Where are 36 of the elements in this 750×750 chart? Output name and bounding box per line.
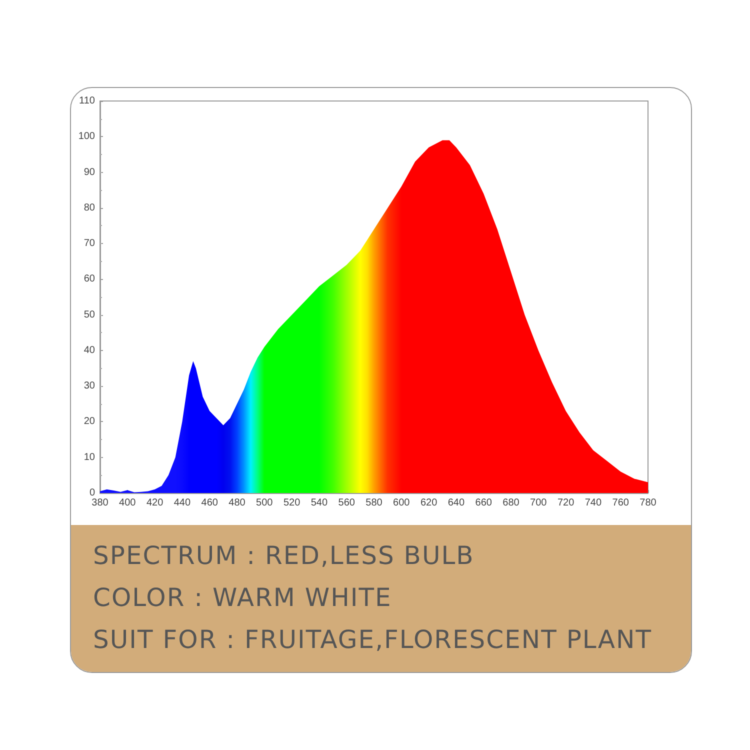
x-tick-label: 580	[366, 498, 383, 508]
y-tick-label: 10	[84, 452, 96, 463]
y-tick-label: 70	[84, 238, 96, 250]
x-tick-label: 520	[283, 498, 301, 508]
x-tick-label: 500	[256, 498, 274, 508]
x-tick-label: 720	[557, 498, 575, 508]
y-tick-label: 20	[84, 416, 96, 428]
x-tick-label: 620	[420, 498, 438, 508]
x-tick-label: 560	[338, 498, 356, 508]
x-tick-label: 640	[448, 498, 465, 508]
x-tick-label: 380	[92, 498, 109, 508]
y-tick-label: 60	[84, 274, 96, 285]
text: SUIT FOR : FRUITAGE,FLORESCENT PLANT	[93, 624, 653, 656]
x-tick-label: 400	[119, 498, 136, 508]
y-tick-label: 50	[84, 309, 96, 320]
x-tick-label: 780	[640, 498, 657, 508]
x-tick-label: 540	[310, 498, 328, 508]
text: SPECTRUM : RED,LESS BULB	[93, 540, 476, 572]
x-tick-label: 740	[584, 498, 602, 508]
x-tick-label: 440	[174, 498, 191, 508]
x-tick-label: 480	[228, 498, 246, 508]
y-tick-label: 110	[79, 96, 96, 106]
x-tick-label: 660	[475, 498, 492, 508]
x-tick-label: 600	[393, 498, 410, 508]
y-tick-label: 80	[84, 202, 96, 214]
x-tick-label: 680	[502, 498, 520, 508]
x-tick-label: 700	[530, 498, 548, 508]
x-tick-label: 420	[146, 498, 164, 508]
y-tick-label: 40	[84, 344, 96, 356]
y-tick-label: 100	[78, 131, 96, 142]
y-tick-label: 90	[84, 166, 96, 178]
y-tick-label: 0	[89, 488, 96, 498]
text: COLOR : WARM WHITE	[93, 582, 393, 614]
y-tick-label: 30	[84, 380, 96, 392]
x-tick-label: 760	[612, 498, 630, 508]
x-tick-label: 460	[201, 498, 218, 508]
